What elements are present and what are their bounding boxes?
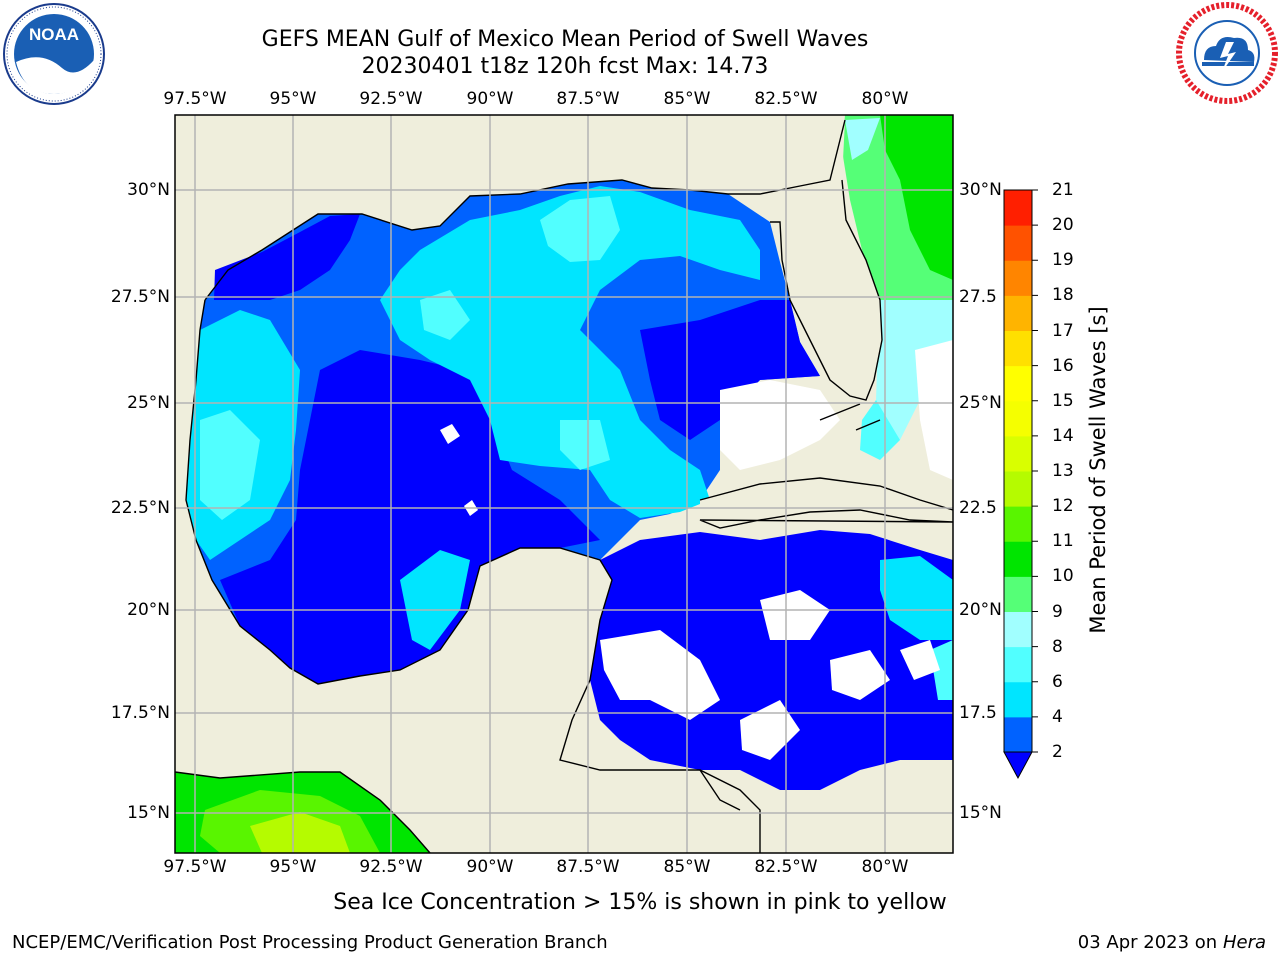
colorbar-segment xyxy=(1004,646,1032,683)
colorbar-segment xyxy=(1004,611,1032,648)
colorbar-segment xyxy=(1004,330,1032,367)
lon-label-top: 82.5°W xyxy=(754,89,818,109)
colorbar-under-extension xyxy=(1003,751,1033,780)
colorbar-tick-label: 2 xyxy=(1052,742,1063,762)
yucatan-land xyxy=(420,548,612,800)
lon-label-top: 85°W xyxy=(663,89,711,109)
national-weather-service-logo xyxy=(1176,2,1278,104)
colorbar-tick-label: 9 xyxy=(1052,601,1063,622)
colorbar-segment xyxy=(1004,576,1032,612)
colorbar-segment xyxy=(1004,365,1032,402)
caribbean-sea xyxy=(590,530,953,790)
lat-label-left: 27.5°N xyxy=(110,287,170,307)
lon-label-top: 97.5°W xyxy=(163,89,227,109)
colorbar-tick-label: 18 xyxy=(1052,285,1074,306)
colorbar xyxy=(1003,189,1038,780)
colorbar-tick-label: 8 xyxy=(1052,636,1063,657)
lon-label-bottom: 92.5°W xyxy=(359,857,423,877)
colorbar-segment xyxy=(1004,435,1032,472)
colorbar-segment xyxy=(1004,190,1032,226)
chart-title: GEFS MEAN Gulf of Mexico Mean Period of … xyxy=(261,27,869,52)
colorbar-tick-label: 4 xyxy=(1052,706,1063,727)
svg-text:NOAA: NOAA xyxy=(29,25,79,44)
colorbar-tick-label: 10 xyxy=(1052,566,1074,587)
gulf-core-deep xyxy=(220,350,600,684)
colorbar-tick-label: 12 xyxy=(1052,496,1074,517)
colorbar-segment xyxy=(1004,295,1032,331)
lon-label-bottom: 82.5°W xyxy=(754,857,818,877)
colorbar-title: Mean Period of Swell Waves [s] xyxy=(1086,306,1110,634)
lon-label-top: 95°W xyxy=(269,89,317,109)
lat-label-left: 30°N xyxy=(127,180,170,200)
lon-label-bottom: 87.5°W xyxy=(556,857,620,877)
map-frame xyxy=(174,114,954,854)
machine-name: Hera xyxy=(1222,932,1266,953)
lon-label-bottom: 90°W xyxy=(466,857,514,877)
lon-label-bottom: 95°W xyxy=(269,857,317,877)
chart-subtitle: 20230401 t18z 120h fcst Max: 14.73 xyxy=(361,54,769,79)
colorbar-tick-label: 15 xyxy=(1052,390,1074,411)
lat-label-right: 27.5 xyxy=(959,287,997,307)
colorbar-segment xyxy=(1004,225,1032,261)
lon-label-bottom: 80°W xyxy=(861,857,909,877)
noaa-logo: NOAA xyxy=(3,3,105,105)
lat-label-right: 15°N xyxy=(959,803,1002,823)
colorbar-segment xyxy=(1004,506,1032,542)
credit-line: NCEP/EMC/Verification Post Processing Pr… xyxy=(12,932,608,953)
lon-label-top: 87.5°W xyxy=(556,89,620,109)
colorbar-tick-label: 14 xyxy=(1052,425,1074,446)
lat-label-right: 17.5 xyxy=(959,703,997,723)
lat-label-left: 15°N xyxy=(127,803,170,823)
date-text: 03 Apr 2023 on xyxy=(1077,932,1223,953)
colorbar-tick-label: 17 xyxy=(1052,320,1074,341)
colorbar-segment xyxy=(1004,260,1032,296)
gulf-cyan-band xyxy=(380,186,760,518)
lat-label-left: 17.5°N xyxy=(110,703,170,723)
colorbar-segment xyxy=(1004,541,1032,577)
gridlines xyxy=(175,115,953,853)
lat-label-right: 22.5 xyxy=(959,498,997,518)
lon-label-bottom: 97.5°W xyxy=(163,857,227,877)
colorbar-tick-label: 20 xyxy=(1052,215,1074,236)
date-stamp: 03 Apr 2023 on Hera xyxy=(1078,932,1266,953)
lat-label-right: 20°N xyxy=(959,600,1002,620)
lat-label-right: 25°N xyxy=(959,393,1002,413)
colorbar-tick-label: 21 xyxy=(1052,180,1074,200)
lat-label-right: 30°N xyxy=(959,180,1002,200)
sea-ice-note: Sea Ice Concentration > 15% is shown in … xyxy=(333,890,947,915)
colorbar-tick-label: 11 xyxy=(1052,531,1074,552)
lat-label-left: 22.5°N xyxy=(110,498,170,518)
lat-label-left: 25°N xyxy=(127,393,170,413)
colorbar-segment xyxy=(1004,400,1032,437)
colorbar-tick-label: 13 xyxy=(1052,461,1074,481)
colorbar-tick-label: 6 xyxy=(1052,671,1063,692)
colorbar-segment xyxy=(1004,471,1032,507)
colorbar-tick-label: 19 xyxy=(1052,250,1074,271)
lon-label-top: 92.5°W xyxy=(359,89,423,109)
lon-label-top: 90°W xyxy=(466,89,514,109)
colorbar-segment xyxy=(1004,681,1032,718)
colorbar-tick-label: 16 xyxy=(1052,355,1074,376)
lat-label-left: 20°N xyxy=(127,600,170,620)
colorbar-segment xyxy=(1004,716,1032,753)
lon-label-top: 80°W xyxy=(861,89,909,109)
lon-label-bottom: 85°W xyxy=(663,857,711,877)
